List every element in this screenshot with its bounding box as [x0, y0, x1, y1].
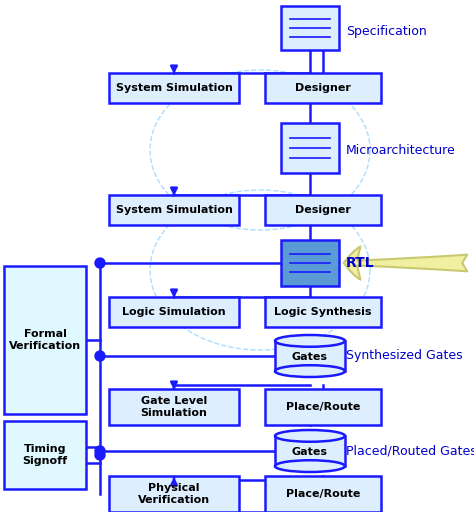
Text: Place/Route: Place/Route — [286, 402, 360, 412]
Bar — [109, 195, 239, 225]
Text: Logic Synthesis: Logic Synthesis — [274, 307, 372, 317]
Bar — [265, 297, 381, 327]
Bar — [4, 266, 86, 414]
Circle shape — [95, 446, 105, 456]
Circle shape — [95, 351, 105, 361]
Bar — [109, 73, 239, 103]
Ellipse shape — [275, 335, 345, 347]
Text: System Simulation: System Simulation — [116, 205, 232, 215]
Circle shape — [95, 450, 105, 460]
Ellipse shape — [275, 365, 345, 377]
Text: Formal
Verification: Formal Verification — [9, 329, 81, 351]
Text: Timing
Signoff: Timing Signoff — [22, 444, 68, 466]
Text: Specification: Specification — [346, 26, 427, 38]
Bar — [265, 389, 381, 425]
Bar — [265, 73, 381, 103]
Text: Gates: Gates — [292, 352, 328, 362]
Text: Physical
Verification: Physical Verification — [138, 483, 210, 505]
Bar — [109, 476, 239, 512]
Text: Gates: Gates — [292, 447, 328, 457]
Text: System Simulation: System Simulation — [116, 83, 232, 93]
Bar — [265, 476, 381, 512]
Bar — [281, 240, 339, 286]
Text: Microarchitecture: Microarchitecture — [346, 143, 456, 157]
Circle shape — [95, 258, 105, 268]
Text: Designer: Designer — [295, 83, 351, 93]
Text: Gate Level
Simulation: Gate Level Simulation — [141, 396, 208, 418]
Text: RTL: RTL — [346, 256, 374, 270]
Bar — [109, 297, 239, 327]
Text: Designer: Designer — [295, 205, 351, 215]
Ellipse shape — [275, 430, 345, 442]
Text: Place/Route: Place/Route — [286, 489, 360, 499]
Bar — [109, 389, 239, 425]
Bar — [265, 195, 381, 225]
Ellipse shape — [275, 460, 345, 472]
Bar — [281, 6, 339, 50]
Text: Synthesized Gates: Synthesized Gates — [346, 350, 463, 362]
Text: Logic Simulation: Logic Simulation — [122, 307, 226, 317]
Text: Placed/Routed Gates: Placed/Routed Gates — [346, 444, 474, 458]
Bar — [275, 341, 345, 371]
Bar — [275, 436, 345, 466]
Bar — [4, 421, 86, 489]
Bar — [281, 123, 339, 173]
